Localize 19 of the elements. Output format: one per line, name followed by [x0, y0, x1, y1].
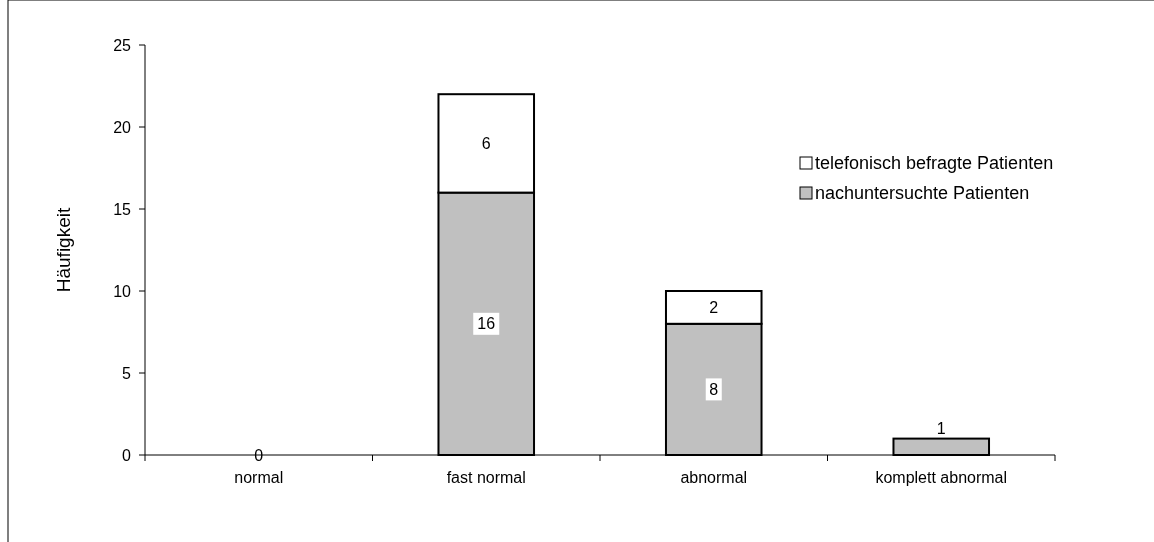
data-label: 16 — [477, 315, 496, 333]
y-axis-title: Häufigkeit — [53, 207, 74, 293]
y-tick-label: 5 — [122, 364, 132, 382]
y-tick-label: 0 — [122, 446, 132, 464]
data-label: 6 — [481, 135, 491, 152]
data-label: 1 — [936, 420, 946, 438]
legend-label: nachuntersuchte Patienten — [815, 183, 1030, 204]
x-tick-label: fast normal — [446, 469, 526, 486]
data-label: 2 — [709, 299, 719, 316]
data-label: 0 — [254, 446, 264, 464]
data-label: 8 — [709, 381, 719, 398]
x-tick-label: komplett abnormal — [875, 469, 1008, 486]
x-tick-label: abnormal — [680, 469, 748, 486]
y-tick-label: 10 — [113, 282, 132, 300]
x-tick-label: normal — [234, 469, 284, 486]
legend-label: telefonisch befragte Patienten — [815, 153, 1054, 174]
y-tick-label: 15 — [113, 200, 132, 218]
y-tick-label: 20 — [113, 118, 132, 136]
y-tick-label: 25 — [113, 36, 132, 54]
